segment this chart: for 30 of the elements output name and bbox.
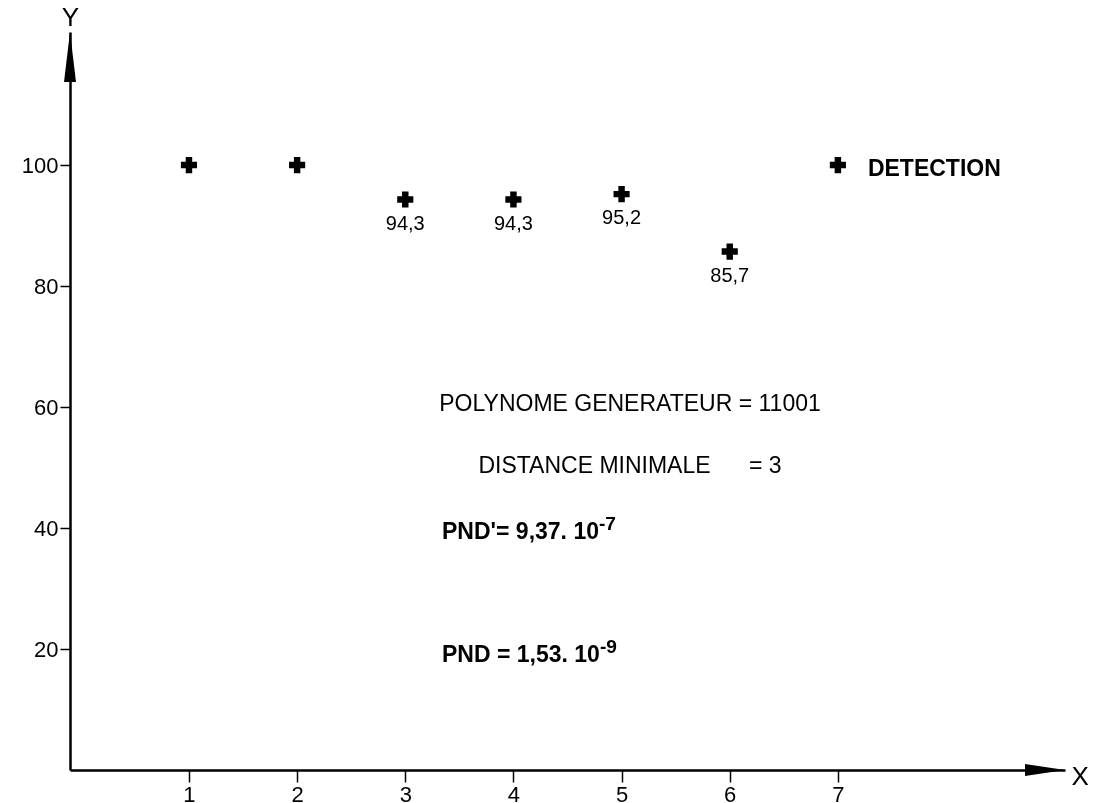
point [289, 157, 306, 174]
x-tick-label: 5 [615, 781, 629, 803]
y-tick-label: 60 [34, 394, 59, 420]
y-tick-label: 100 [21, 152, 59, 178]
annotation: PND'= 9,37. 10$^{-7}$ [442, 513, 617, 545]
y-tick-label: 40 [34, 515, 59, 541]
point [721, 243, 738, 260]
data-label: 94,3 [493, 211, 533, 234]
x-tick-label: 4 [507, 781, 521, 803]
point [613, 186, 630, 203]
data-label: 94,3 [385, 211, 425, 234]
annotation: PND = 1,53. 10$^{-9}$ [442, 636, 617, 668]
point [397, 191, 414, 208]
x-tick-label: 7 [832, 781, 845, 803]
point [505, 191, 522, 208]
y-tick-label: 20 [34, 636, 59, 662]
x-tick-label: 6 [724, 781, 737, 803]
x-tick-label: 2 [291, 781, 304, 803]
y-tick-label: 80 [34, 273, 59, 299]
annotation: DISTANCE MINIMALE = 3 [478, 452, 782, 479]
x-axis-title: X [1071, 760, 1089, 791]
x-tick-label: 1 [183, 781, 196, 803]
data-label: 95,2 [602, 206, 642, 229]
point [829, 157, 846, 174]
y-axis-title: Y [61, 1, 80, 32]
point [180, 157, 198, 174]
annotation: POLYNOME GENERATEUR = 11001 [439, 390, 821, 417]
series-label: DETECTION [867, 155, 1001, 182]
x-tick-label: 3 [399, 781, 412, 803]
data-label: 85,7 [710, 263, 750, 286]
